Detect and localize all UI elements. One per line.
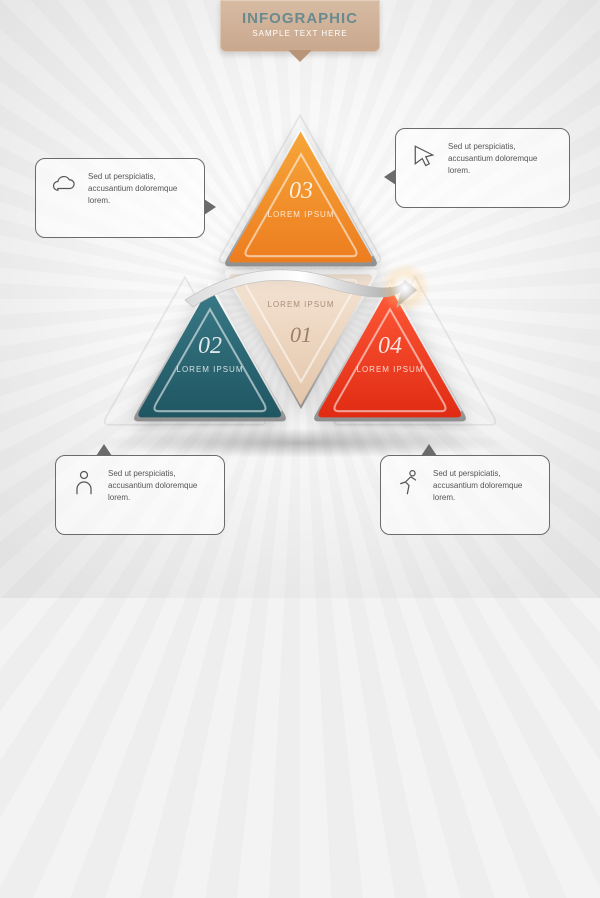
- runner-icon: [395, 468, 423, 496]
- triangle-number: 04: [378, 333, 402, 360]
- callout-tail: [96, 444, 112, 456]
- callout-text: Sed ut perspiciatis, accusantium dolorem…: [448, 141, 555, 177]
- cursor-icon: [410, 141, 438, 169]
- banner-title: INFOGRAPHIC: [224, 10, 376, 27]
- triangle-number: 03: [289, 178, 313, 205]
- callout-c3: Sed ut perspiciatis, accusantium dolorem…: [35, 158, 205, 238]
- callout-text: Sed ut perspiciatis, accusantium dolorem…: [108, 468, 210, 504]
- banner: INFOGRAPHIC SAMPLE TEXT HERE: [220, 0, 380, 62]
- floor-shadow: [90, 428, 510, 458]
- infographic-stage: INFOGRAPHIC SAMPLE TEXT HERE: [0, 0, 600, 598]
- triangle-label: LOREM IPSUM: [176, 365, 243, 374]
- triangle-top: 03 LOREM IPSUM: [216, 120, 386, 270]
- cloud-icon: [50, 171, 78, 199]
- person-icon: [70, 468, 98, 496]
- triangle-number: 02: [198, 333, 222, 360]
- callout-text: Sed ut perspiciatis, accusantium dolorem…: [433, 468, 535, 504]
- callout-tail: [204, 199, 216, 215]
- callout-c1: Sed ut perspiciatis, accusantium dolorem…: [380, 455, 550, 535]
- callout-c4: Sed ut perspiciatis, accusantium dolorem…: [395, 128, 570, 208]
- triangle-right: 04 LOREM IPSUM: [305, 275, 475, 425]
- callout-text: Sed ut perspiciatis, accusantium dolorem…: [88, 171, 190, 207]
- banner-subtitle: SAMPLE TEXT HERE: [224, 29, 376, 38]
- callout-tail: [421, 444, 437, 456]
- triangle-label: LOREM IPSUM: [356, 365, 423, 374]
- triangle-label: LOREM IPSUM: [267, 210, 334, 219]
- triangle-left: 02 LOREM IPSUM: [125, 275, 295, 425]
- callout-c2: Sed ut perspiciatis, accusantium dolorem…: [55, 455, 225, 535]
